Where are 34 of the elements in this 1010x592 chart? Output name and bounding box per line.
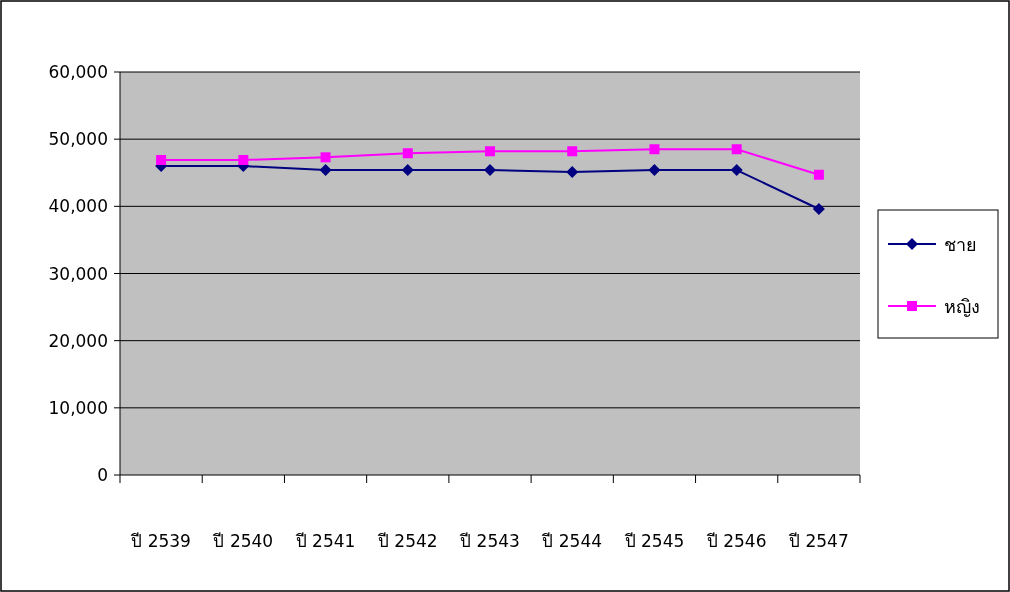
point xyxy=(648,164,661,177)
y-tick-label: 10,000 xyxy=(48,397,108,418)
x-tick-label: ปี 2539 xyxy=(130,531,191,551)
point xyxy=(402,148,413,159)
x-tick-label: ปี 2546 xyxy=(705,531,767,551)
point xyxy=(567,146,578,157)
point xyxy=(649,144,660,155)
x-tick-label: ปี 2545 xyxy=(623,531,685,551)
legend-label: ชาย xyxy=(944,234,977,255)
x-tick-label: ปี 2544 xyxy=(541,531,603,551)
point xyxy=(156,154,167,165)
x-tick-label: ปี 2542 xyxy=(376,531,438,551)
y-tick-label: 40,000 xyxy=(48,196,108,217)
point xyxy=(731,144,742,155)
x-tick-label: ปี 2547 xyxy=(788,531,849,551)
legend-label: หญิง xyxy=(944,296,980,317)
point xyxy=(566,166,579,179)
point xyxy=(238,154,249,165)
x-tick-label: ปี 2543 xyxy=(459,531,520,551)
point xyxy=(484,164,496,177)
point xyxy=(320,152,331,163)
y-tick-label: 60,000 xyxy=(48,62,108,82)
point xyxy=(730,164,743,177)
point xyxy=(813,169,824,180)
y-tick-label: 20,000 xyxy=(48,330,108,351)
point xyxy=(401,164,414,177)
x-tick-label: ปี 2540 xyxy=(212,531,274,551)
y-tick-label: 30,000 xyxy=(48,263,108,284)
y-tick-label: 0 xyxy=(97,465,108,485)
point xyxy=(485,146,495,157)
point xyxy=(812,203,825,216)
y-tick-label: 50,000 xyxy=(48,129,108,150)
point xyxy=(319,164,332,177)
x-tick-label: ปี 2541 xyxy=(294,531,356,551)
